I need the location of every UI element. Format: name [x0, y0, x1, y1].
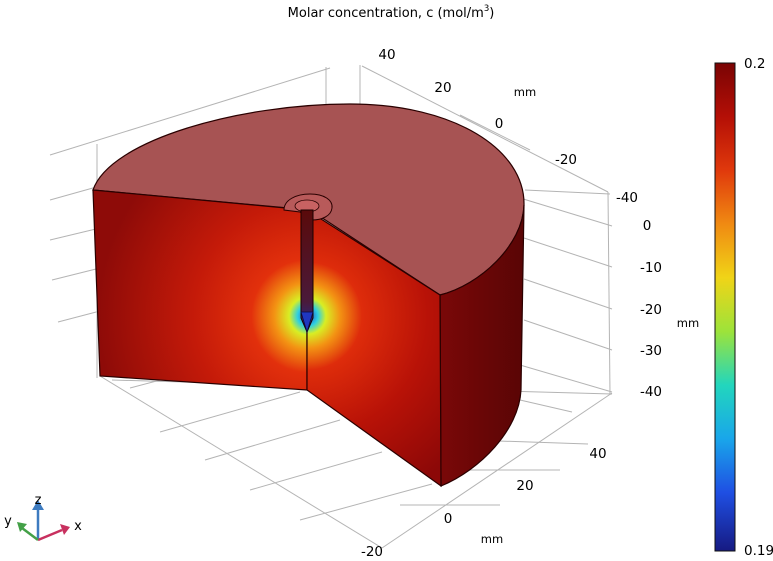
y-axis: 40 20 0 -20 -40 mm [378, 47, 638, 206]
colorbar: 0.2 0.19 [714, 56, 773, 559]
z-tick: -20 [640, 302, 662, 318]
x-tick: 20 [516, 478, 533, 494]
colorbar-max-label: 0.2 [744, 56, 765, 72]
y-tick: -20 [555, 152, 577, 168]
y-tick: 0 [495, 116, 504, 132]
z-tick: -30 [640, 343, 662, 359]
z-axis: 0 -10 -20 -30 -40 mm [640, 218, 699, 400]
x-axis-unit: mm [481, 532, 503, 546]
x-tick: -20 [361, 544, 383, 560]
chart-title: Molar concentration, c (mol/m3) [288, 4, 495, 21]
z-tick: 0 [643, 218, 652, 234]
triad-z-label: z [35, 493, 42, 508]
well-shaft [300, 209, 314, 334]
x-axis: 40 20 0 -20 mm [361, 446, 607, 560]
colorbar-gradient [714, 62, 736, 552]
triad-y-label: y [4, 514, 12, 529]
grid-right-wall [361, 65, 613, 396]
z-tick: -40 [640, 384, 662, 400]
z-axis-unit: mm [677, 316, 699, 330]
z-tick: -10 [640, 260, 662, 276]
x-tick: 40 [589, 446, 606, 462]
y-tick: -40 [616, 190, 638, 206]
y-tick: 40 [378, 47, 395, 63]
x-tick: 0 [444, 511, 453, 527]
axis-triad: z x y [4, 493, 82, 542]
triad-x-label: x [74, 519, 82, 534]
cut-face-left [92, 189, 308, 391]
geometry [92, 103, 525, 488]
y-axis-unit: mm [514, 85, 536, 99]
triad-y-arrow [21, 527, 39, 541]
y-tick: 20 [434, 80, 451, 96]
outer-side-face [439, 204, 525, 487]
colorbar-min-label: 0.19 [744, 543, 773, 559]
triad-x-arrow [37, 528, 63, 542]
